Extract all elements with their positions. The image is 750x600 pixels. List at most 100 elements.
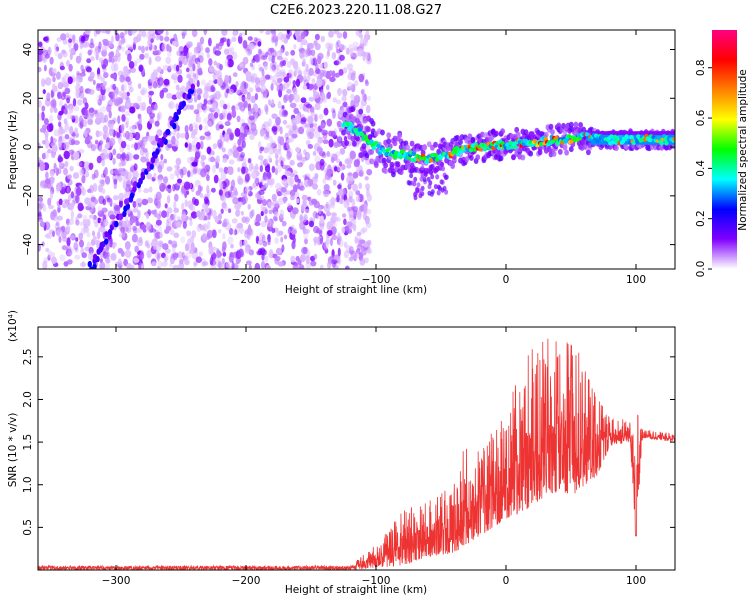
spectrogram-cell: [199, 36, 205, 45]
spectrogram-cell: [282, 142, 287, 151]
spectrogram-cell: [282, 178, 288, 187]
colorbar-gradient: [712, 30, 737, 269]
spectrogram-cell: [219, 132, 223, 141]
spectrogram-cell: [277, 197, 284, 205]
spectrogram-cell: [334, 264, 339, 269]
spectrogram-cell: [392, 140, 398, 147]
spectrogram-cell: [165, 128, 171, 136]
colorbar-label: Normalized spectral amplitude: [737, 69, 749, 230]
spectrogram-cell: [86, 114, 92, 121]
spectrogram-cell: [67, 76, 73, 85]
spectrogram-cell: [163, 158, 167, 164]
spectrogram-cell: [272, 148, 280, 155]
spectrogram-cell: [68, 106, 74, 114]
spectrogram-cell: [47, 148, 52, 154]
spectrogram-cell: [271, 64, 277, 73]
spectrogram-cell: [206, 174, 210, 182]
spectrogram-cell: [48, 67, 54, 76]
spectrogram-cell: [321, 129, 329, 136]
spectrogram-cell: [200, 154, 206, 161]
spectrogram-cell: [240, 106, 245, 113]
spectrogram-cell: [197, 51, 205, 59]
spectrogram-cell: [236, 209, 241, 215]
spectrogram-cell: [259, 232, 264, 241]
spectrogram-cell: [95, 255, 100, 263]
spectrogram-cell: [191, 30, 198, 38]
spectrogram-cell: [222, 196, 227, 203]
spectrogram-cell: [328, 138, 334, 148]
spectrogram-cell: [664, 141, 669, 146]
spectrogram-cell: [125, 76, 131, 82]
spectrogram-cell: [258, 189, 265, 195]
spectrogram-cell: [158, 177, 163, 186]
spectrogram-cell: [339, 54, 345, 61]
spectrogram-cell: [337, 256, 342, 266]
spectrogram-cell: [151, 261, 157, 267]
spectrogram-cell: [304, 151, 310, 161]
spectrogram-cell: [415, 186, 420, 192]
spectrogram-cell: [57, 91, 62, 100]
spectrogram-cell: [248, 249, 255, 256]
spectrogram-cell: [66, 111, 72, 120]
spectrogram-cell: [255, 213, 262, 223]
spectrogram-cell: [103, 153, 108, 160]
spectrogram-cell: [162, 243, 169, 250]
spectrogram-cell: [254, 77, 261, 85]
spectrogram-cell: [581, 126, 587, 133]
spectrogram-cell: [330, 255, 335, 262]
spectrogram-cell: [358, 108, 364, 115]
spectrogram-cell: [100, 117, 107, 124]
spectrogram-cell: [41, 111, 45, 121]
spectrogram-cell: [241, 166, 246, 175]
spectrogram-cell: [190, 211, 198, 219]
spectrogram-cell: [349, 123, 354, 129]
spectrogram-cell: [337, 184, 342, 190]
spectrogram-cell: [128, 61, 135, 69]
spectrogram-cell: [212, 72, 216, 81]
spectrogram-cell: [69, 165, 74, 172]
spectrogram-cell: [308, 179, 314, 187]
spectrogram-cell: [50, 89, 54, 99]
spectrogram-y-tick-label: −20: [22, 185, 34, 207]
spectrogram-cell: [75, 89, 81, 99]
spectrogram-cell: [358, 182, 363, 190]
spectrogram-cell: [426, 176, 431, 182]
spectrogram-cell: [177, 264, 184, 269]
spectrogram-cell: [407, 180, 412, 186]
spectrogram-cell: [49, 170, 55, 177]
spectrogram-cell: [133, 102, 139, 108]
spectrogram-cell: [236, 156, 242, 162]
spectrogram-cell: [234, 127, 241, 137]
spectrogram-cell: [435, 174, 440, 180]
spectrogram-cell: [105, 262, 110, 269]
spectrogram-cell: [259, 30, 264, 34]
spectrogram-cell: [329, 202, 336, 209]
spectrogram-cell: [334, 216, 338, 221]
spectrogram-cell: [323, 184, 330, 192]
spectrogram-cell: [353, 94, 361, 104]
figure-title: C2E6.2023.220.11.08.G27: [270, 3, 442, 18]
spectrogram-cell: [42, 89, 46, 95]
spectrogram-cell: [353, 46, 359, 52]
spectrogram-cell: [181, 100, 186, 107]
spectrogram-cell: [308, 163, 315, 172]
spectrogram-cell: [184, 243, 190, 252]
snr-y-multiplier: (x10⁴): [7, 310, 19, 342]
spectrogram-cell: [441, 166, 446, 172]
spectrogram-cell: [181, 214, 186, 221]
spectrogram-cell: [458, 139, 463, 145]
spectrogram-cell: [66, 60, 70, 67]
spectrogram-cell: [174, 193, 179, 202]
spectrogram-cell: [313, 253, 318, 260]
spectrogram-cell: [307, 144, 313, 149]
spectrogram-cell: [51, 98, 57, 107]
spectrogram-cell: [38, 202, 43, 211]
spectrogram-cell: [308, 67, 314, 76]
spectrogram-cell: [279, 126, 283, 135]
spectrogram-cell: [57, 207, 61, 213]
spectrogram-cell: [117, 53, 121, 63]
spectrogram-cell: [341, 213, 347, 218]
spectrogram-cell: [352, 206, 359, 213]
spectrogram-cell: [212, 93, 217, 101]
spectrogram-cell: [97, 131, 103, 137]
